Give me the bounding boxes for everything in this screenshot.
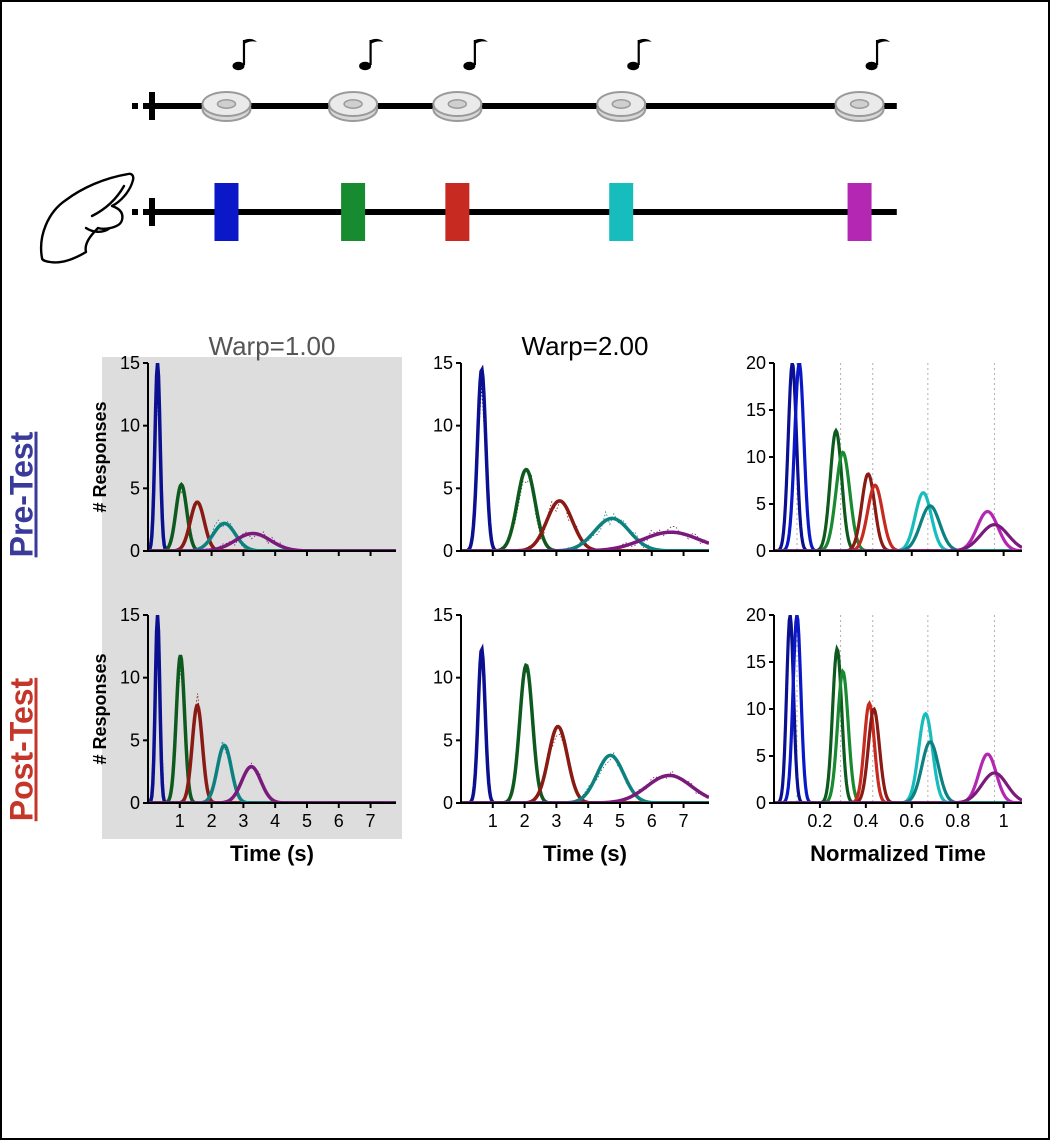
svg-text:0: 0 (130, 793, 140, 813)
panel-pre_w2: 0 5 10 15 (433, 353, 709, 561)
svg-text:0: 0 (756, 541, 766, 561)
svg-text:5: 5 (443, 730, 453, 750)
svg-text:20: 20 (746, 353, 766, 373)
panel-post_norm: 0 5 10 15 20 0.2 0.4 0.6 0.8 1 Normalized Time (746, 605, 1022, 866)
svg-text:1: 1 (999, 811, 1009, 831)
svg-text:0: 0 (443, 541, 453, 561)
svg-text:3: 3 (551, 811, 561, 831)
svg-text:0: 0 (130, 541, 140, 561)
svg-text:7: 7 (679, 811, 689, 831)
xlabel: Time (s) (230, 841, 314, 866)
svg-text:5: 5 (443, 478, 453, 498)
svg-text:10: 10 (433, 668, 453, 688)
svg-text:0.4: 0.4 (853, 811, 878, 831)
xlabel: Normalized Time (810, 841, 986, 866)
svg-text:5: 5 (130, 730, 140, 750)
svg-text:15: 15 (746, 652, 766, 672)
svg-text:10: 10 (120, 668, 140, 688)
svg-text:4: 4 (270, 811, 280, 831)
svg-text:15: 15 (433, 605, 453, 625)
svg-text:10: 10 (746, 699, 766, 719)
svg-text:1: 1 (175, 811, 185, 831)
svg-text:6: 6 (647, 811, 657, 831)
svg-text:5: 5 (756, 494, 766, 514)
svg-text:15: 15 (120, 605, 140, 625)
xlabel: Time (s) (543, 841, 627, 866)
chart-grid: Warp=1.00Warp=2.00051015# Responses05101… (2, 2, 1050, 1140)
warp-label: Warp=2.00 (522, 331, 649, 361)
panel-post_w2: 0 5 10 15 1 2 3 4 5 6 7 Time (s) (433, 605, 709, 866)
svg-text:6: 6 (334, 811, 344, 831)
svg-text:0.6: 0.6 (899, 811, 924, 831)
svg-text:0.2: 0.2 (807, 811, 832, 831)
ylabel: # Responses (90, 653, 110, 764)
svg-text:3: 3 (238, 811, 248, 831)
figure-stage: Pre-Test Post-Test Warp=1.00Warp=2.00051… (0, 0, 1050, 1140)
svg-text:10: 10 (120, 416, 140, 436)
ylabel: # Responses (90, 401, 110, 512)
panel-pre_norm: 0 5 10 15 20 (746, 353, 1022, 561)
svg-text:5: 5 (615, 811, 625, 831)
svg-text:0: 0 (443, 793, 453, 813)
svg-text:15: 15 (746, 400, 766, 420)
svg-text:0.8: 0.8 (945, 811, 970, 831)
warp-label: Warp=1.00 (209, 331, 336, 361)
svg-text:20: 20 (746, 605, 766, 625)
svg-text:1: 1 (488, 811, 498, 831)
svg-text:4: 4 (583, 811, 593, 831)
svg-text:5: 5 (756, 746, 766, 766)
svg-text:2: 2 (207, 811, 217, 831)
svg-text:15: 15 (120, 353, 140, 373)
svg-text:10: 10 (746, 447, 766, 467)
svg-text:7: 7 (366, 811, 376, 831)
svg-text:5: 5 (302, 811, 312, 831)
svg-text:5: 5 (130, 478, 140, 498)
svg-text:10: 10 (433, 416, 453, 436)
svg-text:2: 2 (520, 811, 530, 831)
svg-text:0: 0 (756, 793, 766, 813)
svg-text:15: 15 (433, 353, 453, 373)
